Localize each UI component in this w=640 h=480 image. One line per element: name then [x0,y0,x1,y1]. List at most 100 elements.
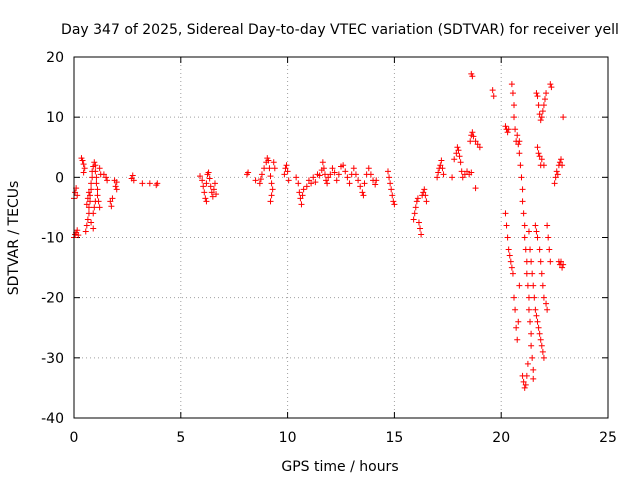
data-point [91,204,98,211]
data-point [367,171,374,178]
data-point [92,162,99,169]
data-point [533,312,540,319]
data-point [335,171,342,178]
data-point [539,282,546,289]
data-point [342,168,349,175]
data-point [548,84,555,91]
data-point [197,173,204,180]
data-point [422,192,429,199]
y-axis-label: SDTVAR / TECUs [6,181,22,296]
data-point [357,183,364,190]
data-point [107,198,114,205]
data-point [520,378,527,385]
data-point [551,180,558,187]
data-point [84,195,91,202]
data-point [92,198,99,205]
data-point [211,180,218,187]
data-point [511,102,518,109]
data-point [85,204,92,211]
data-point [533,90,540,97]
data-point [384,168,391,175]
data-point [534,318,541,325]
data-point [109,195,116,202]
data-point [524,282,531,289]
data-point [300,186,307,193]
data-point [503,222,510,229]
data-point [298,201,305,208]
data-point [539,108,546,115]
data-point [420,189,427,196]
data-point [449,174,456,181]
data-point [546,246,553,253]
data-point [534,144,541,151]
data-point [94,186,101,193]
data-point [538,114,545,121]
data-point [520,210,527,217]
data-point [281,171,288,178]
data-point [553,168,560,175]
data-point [559,162,566,169]
data-point [547,81,554,88]
data-point [129,172,136,179]
data-point [74,227,81,234]
data-point [435,169,442,176]
data-point [540,294,547,301]
data-point [83,222,90,229]
data-point [207,183,214,190]
data-point [72,189,79,196]
data-point [545,234,552,241]
data-point [202,195,209,202]
data-point [527,318,534,325]
data-point [532,222,539,229]
data-point [536,153,543,160]
data-point [544,222,551,229]
data-point [525,228,532,235]
data-point [387,180,394,187]
data-point [414,195,421,202]
x-axis-label: GPS time / hours [281,459,398,475]
data-point [537,258,544,265]
data-point [451,156,458,163]
data-point [205,169,212,176]
data-point [474,141,481,148]
data-point [528,330,535,337]
x-tick-label: 5 [176,430,185,446]
data-point [543,90,550,97]
data-point [538,342,545,349]
x-tick-label: 20 [492,430,510,446]
plot-frame [73,56,609,419]
data-point [325,174,332,181]
data-point [535,102,542,109]
data-point [327,171,334,178]
data-point [210,186,217,193]
data-point [316,172,323,179]
data-point [154,180,161,187]
data-point [350,165,357,172]
data-point [282,165,289,172]
data-point [476,144,483,151]
data-point [516,150,523,157]
data-point [512,306,519,313]
data-point [458,168,465,175]
data-point [523,372,530,379]
data-point [410,216,417,223]
data-point [469,73,476,80]
data-point [528,342,535,349]
data-point [528,258,535,265]
data-point [558,258,565,265]
data-point [534,234,541,241]
data-point [516,282,523,289]
x-tick-label: 25 [599,430,617,446]
data-point [504,129,511,136]
data-point [512,126,519,133]
data-point [203,180,210,187]
data-point [283,162,290,169]
data-point [544,306,551,313]
data-point [456,153,463,160]
data-point [268,192,275,199]
x-tick-label: 10 [279,430,297,446]
y-tick-label: -20 [41,291,64,307]
data-point [92,168,99,175]
x-tick-label: 0 [70,430,79,446]
data-point [506,252,513,259]
